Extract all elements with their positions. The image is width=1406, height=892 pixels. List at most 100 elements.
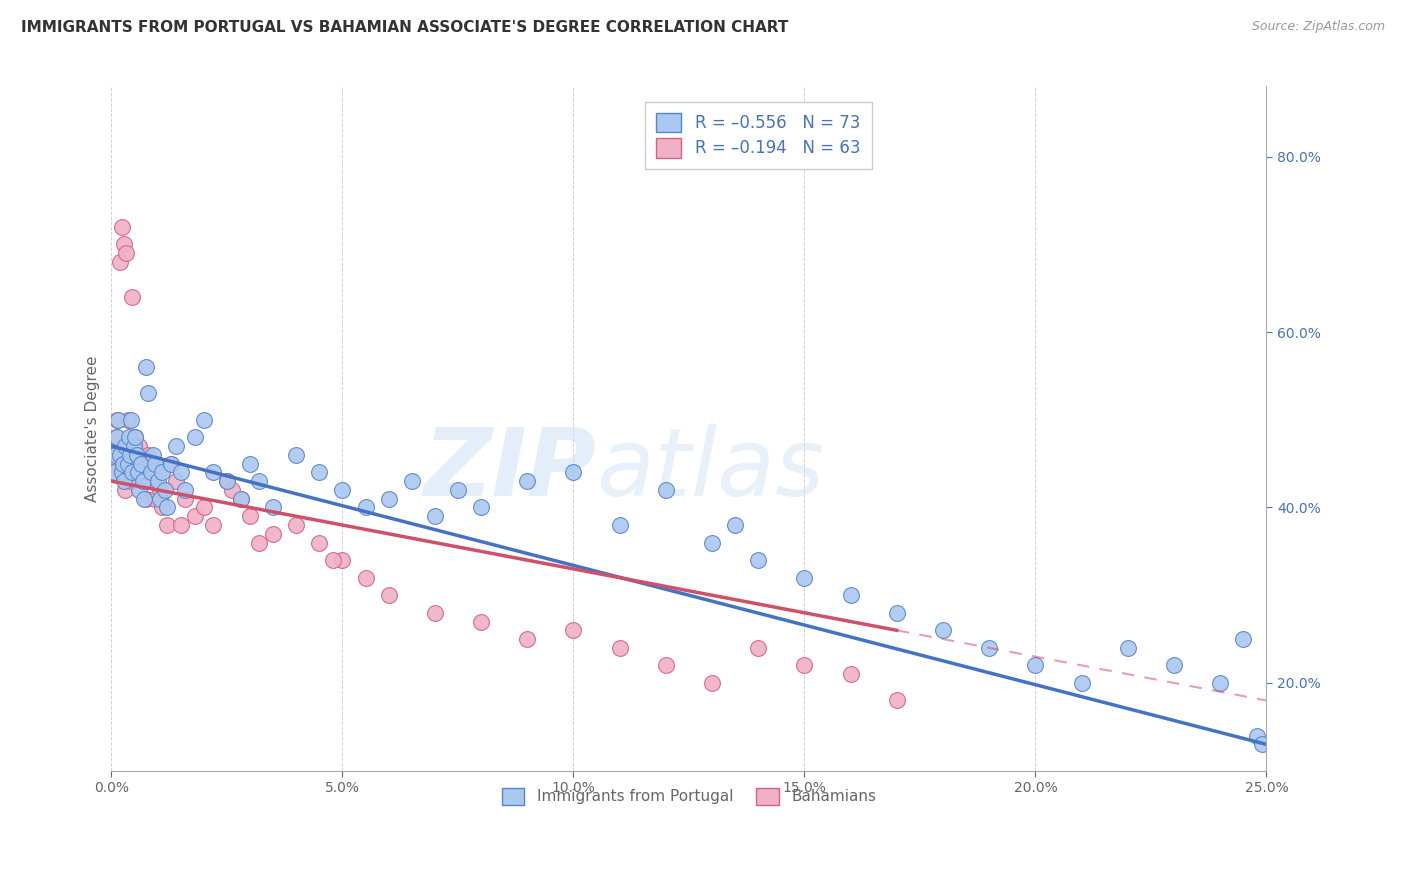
Point — [149, 491, 172, 506]
Point — [170, 466, 193, 480]
Point — [1070, 676, 1092, 690]
Point — [104, 448, 127, 462]
Point — [111, 439, 134, 453]
Point — [125, 448, 148, 462]
Point — [183, 430, 205, 444]
Point — [125, 466, 148, 480]
Point — [117, 457, 139, 471]
Point — [470, 615, 492, 629]
Text: IMMIGRANTS FROM PORTUGAL VS BAHAMIAN ASSOCIATE'S DEGREE CORRELATION CHART: IMMIGRANTS FROM PORTUGAL VS BAHAMIAN ASS… — [21, 20, 789, 35]
Point — [107, 457, 129, 471]
Point — [118, 448, 141, 462]
Point — [124, 430, 146, 444]
Point — [793, 658, 815, 673]
Point — [1209, 676, 1232, 690]
Point — [239, 509, 262, 524]
Legend: Immigrants from Portugal, Bahamians: Immigrants from Portugal, Bahamians — [492, 779, 886, 814]
Point — [1250, 737, 1272, 751]
Point — [423, 606, 446, 620]
Point — [247, 535, 270, 549]
Point — [135, 491, 157, 506]
Point — [308, 466, 330, 480]
Point — [118, 457, 141, 471]
Point — [747, 640, 769, 655]
Point — [122, 439, 145, 453]
Point — [229, 491, 252, 506]
Point — [139, 466, 162, 480]
Point — [308, 535, 330, 549]
Point — [156, 500, 179, 515]
Point — [138, 386, 160, 401]
Point — [724, 518, 747, 533]
Point — [562, 624, 585, 638]
Point — [120, 413, 142, 427]
Point — [105, 430, 128, 444]
Point — [886, 606, 908, 620]
Text: ZIP: ZIP — [423, 424, 596, 516]
Point — [107, 413, 129, 427]
Point — [332, 483, 354, 497]
Point — [165, 439, 187, 453]
Point — [105, 413, 128, 427]
Point — [131, 457, 153, 471]
Point — [117, 413, 139, 427]
Point — [183, 509, 205, 524]
Point — [262, 500, 284, 515]
Point — [979, 640, 1001, 655]
Point — [124, 430, 146, 444]
Point — [193, 413, 215, 427]
Point — [131, 457, 153, 471]
Point — [1246, 729, 1268, 743]
Point — [108, 448, 131, 462]
Point — [401, 474, 423, 488]
Point — [1116, 640, 1139, 655]
Point — [139, 457, 162, 471]
Point — [120, 474, 142, 488]
Point — [118, 466, 141, 480]
Point — [655, 483, 678, 497]
Point — [932, 624, 955, 638]
Point — [122, 448, 145, 462]
Text: atlas: atlas — [596, 424, 825, 515]
Point — [886, 693, 908, 707]
Point — [149, 483, 172, 497]
Point — [202, 518, 225, 533]
Point — [110, 466, 132, 480]
Point — [111, 457, 134, 471]
Point — [1024, 658, 1046, 673]
Point — [103, 466, 125, 480]
Point — [516, 632, 538, 646]
Point — [262, 526, 284, 541]
Point — [153, 483, 176, 497]
Point — [655, 658, 678, 673]
Point — [110, 219, 132, 234]
Point — [115, 246, 138, 260]
Point — [127, 466, 149, 480]
Point — [700, 676, 723, 690]
Point — [839, 667, 862, 681]
Point — [247, 474, 270, 488]
Point — [221, 483, 243, 497]
Point — [285, 518, 308, 533]
Point — [160, 457, 183, 471]
Point — [146, 466, 169, 480]
Point — [128, 439, 150, 453]
Point — [839, 588, 862, 602]
Point — [135, 360, 157, 375]
Point — [108, 255, 131, 269]
Point — [377, 588, 399, 602]
Point — [156, 518, 179, 533]
Point — [322, 553, 344, 567]
Point — [146, 474, 169, 488]
Point — [142, 474, 165, 488]
Point — [332, 553, 354, 567]
Point — [132, 474, 155, 488]
Point — [170, 518, 193, 533]
Point — [562, 466, 585, 480]
Point — [377, 491, 399, 506]
Point — [150, 466, 173, 480]
Point — [470, 500, 492, 515]
Point — [215, 474, 238, 488]
Point — [174, 491, 197, 506]
Point — [150, 500, 173, 515]
